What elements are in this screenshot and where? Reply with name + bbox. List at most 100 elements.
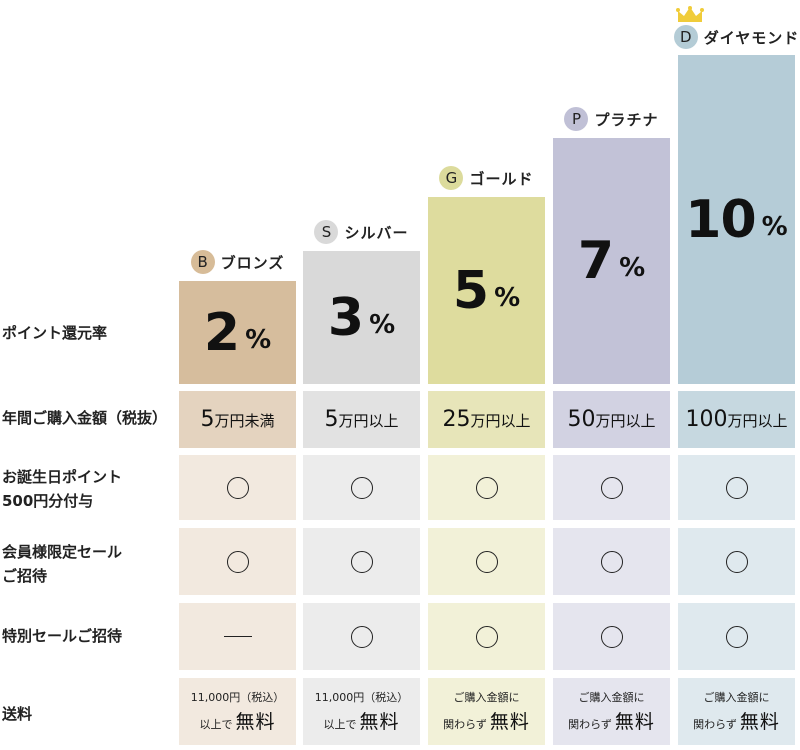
row-label-spend: 年間ご購入金額（税抜） (2, 406, 172, 430)
tier-name-p: プラチナ (594, 110, 659, 129)
shipping-result-p: 関わらず 無料 (568, 707, 655, 734)
row-label-spend-text: 年間ご購入金額（税抜） (2, 409, 168, 427)
shipping-condition-p: ご購入金額に (578, 691, 645, 704)
shipping-condition-b: 11,000円（税込） (190, 691, 285, 704)
member-sale-cell-s (303, 528, 420, 595)
row-label-shipping-text: 送料 (2, 705, 33, 723)
spend-cell-d: 100 万円以上 (678, 391, 795, 448)
rate-unit-d: % (761, 211, 788, 242)
special-sale-cell-p (553, 603, 670, 670)
special-sale-cell-s (303, 603, 420, 670)
tier-header-p: P プラチナ (547, 106, 676, 132)
member-sale-cell-b (179, 528, 296, 595)
shipping-cell-d: ご購入金額に関わらず 無料 (678, 678, 795, 745)
shipping-free-label-p: 無料 (614, 711, 655, 733)
tier-name-g: ゴールド (469, 169, 534, 188)
tier-header-s: S シルバー (297, 219, 426, 245)
spend-unit-p: 万円以上 (595, 412, 656, 430)
tier-badge-s: S (314, 220, 339, 244)
rate-bar-g: 5% (428, 197, 545, 384)
circle-mark-icon (475, 550, 498, 573)
shipping-qualifier-b: 以上で (199, 718, 233, 731)
row-label-special-sale: 特別セールご招待 (2, 624, 172, 648)
rate-bar-s: 3% (303, 251, 420, 384)
special-sale-cell-d (678, 603, 795, 670)
tier-name-b: ブロンズ (220, 253, 285, 272)
tier-name-s: シルバー (344, 223, 409, 242)
rate-value-p: 7 (577, 231, 614, 291)
tier-header-d: D ダイヤモンド (672, 24, 800, 50)
circle-mark-icon (475, 476, 498, 499)
shipping-cell-g: ご購入金額に関わらず 無料 (428, 678, 545, 745)
rate-unit-g: % (494, 282, 521, 313)
circle-mark-icon (350, 476, 373, 499)
circle-mark-icon (350, 625, 373, 648)
shipping-condition-d: ご購入金額に (703, 691, 770, 704)
spend-amount-p: 50 万円以上 (567, 407, 655, 432)
tier-badge-g: G (439, 166, 464, 190)
spend-amount-s: 5 万円以上 (324, 407, 398, 432)
circle-mark-icon (725, 550, 748, 573)
row-label-rate: ポイント還元率 (2, 321, 172, 345)
tier-badge-p: P (564, 107, 589, 131)
spend-number-d: 100 (685, 407, 728, 432)
spend-amount-g: 25 万円以上 (442, 407, 530, 432)
tier-badge-d: D (673, 25, 698, 49)
birthday-cell-s (303, 455, 420, 520)
special-sale-cell-g (428, 603, 545, 670)
shipping-free-label-s: 無料 (359, 711, 400, 733)
rate-value-d: 10 (685, 189, 756, 250)
spend-cell-p: 50 万円以上 (553, 391, 670, 448)
shipping-qualifier-g: 関わらず (443, 718, 487, 731)
rate-value-b: 2 (203, 302, 240, 363)
circle-mark-icon (725, 625, 748, 648)
rate-bar-d: 10% (678, 55, 795, 384)
birthday-cell-p (553, 455, 670, 520)
rate-bar-b: 2% (179, 281, 296, 384)
spend-cell-s: 5 万円以上 (303, 391, 420, 448)
circle-mark-icon (350, 550, 373, 573)
circle-mark-icon (600, 625, 623, 648)
shipping-cell-s: 11,000円（税込） 以上で 無料 (303, 678, 420, 745)
row-label-birthday-line1: お誕生日ポイント (2, 468, 123, 486)
shipping-result-g: 関わらず 無料 (443, 707, 530, 734)
row-label-member-sale-line1: 会員様限定セール (2, 543, 123, 561)
row-label-shipping: 送料 (2, 702, 172, 726)
rate-value-s: 3 (327, 287, 364, 348)
rate-value-g: 5 (452, 260, 489, 321)
spend-number-b: 5 (200, 407, 215, 432)
row-label-member-sale-line2: ご招待 (2, 567, 48, 585)
shipping-qualifier-p: 関わらず (568, 718, 612, 731)
spend-unit-s: 万円以上 (338, 412, 399, 430)
spend-cell-g: 25 万円以上 (428, 391, 545, 448)
shipping-condition-g: ご購入金額に (453, 691, 520, 704)
birthday-cell-g (428, 455, 545, 520)
tier-header-b: B ブロンズ (173, 249, 302, 275)
shipping-free-label-d: 無料 (739, 711, 780, 733)
row-label-birthday: お誕生日ポイント 500円分付与 (2, 465, 172, 513)
shipping-condition-s: 11,000円（税込） (314, 691, 409, 704)
shipping-cell-b: 11,000円（税込） 以上で 無料 (179, 678, 296, 745)
special-sale-cell-b (179, 603, 296, 670)
member-sale-cell-p (553, 528, 670, 595)
dash-mark-icon (223, 636, 252, 637)
circle-mark-icon (600, 550, 623, 573)
member-sale-cell-d (678, 528, 795, 595)
spend-amount-d: 100 万円以上 (685, 407, 787, 432)
circle-mark-icon (226, 550, 249, 573)
shipping-free-label-b: 無料 (235, 711, 276, 733)
crown-icon (676, 6, 704, 22)
birthday-cell-d (678, 455, 795, 520)
rate-unit-s: % (369, 309, 396, 340)
spend-cell-b: 5 万円未満 (179, 391, 296, 448)
shipping-cell-p: ご購入金額に関わらず 無料 (553, 678, 670, 745)
spend-number-g: 25 (442, 407, 471, 432)
tier-badge-b: B (190, 250, 215, 274)
spend-amount-b: 5 万円未満 (200, 407, 274, 432)
spend-number-s: 5 (324, 407, 339, 432)
rate-unit-p: % (619, 253, 646, 283)
tier-name-d: ダイヤモンド (703, 28, 800, 47)
shipping-result-s: 以上で 無料 (323, 707, 399, 734)
circle-mark-icon (600, 476, 623, 499)
shipping-qualifier-d: 関わらず (693, 718, 737, 731)
